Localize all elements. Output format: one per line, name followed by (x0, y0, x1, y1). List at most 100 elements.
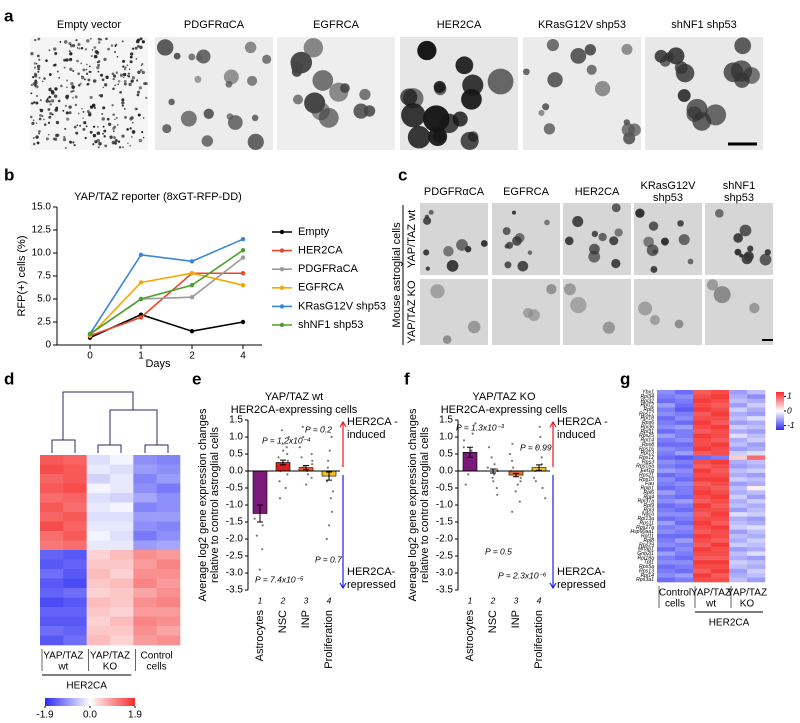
heatmap-cell (657, 568, 676, 574)
gene-point (462, 439, 466, 442)
cell (430, 284, 445, 299)
heatmap-cell (156, 521, 181, 532)
gene-point (544, 497, 547, 500)
heatmap-cell (86, 464, 111, 475)
cell (69, 57, 73, 61)
cell (132, 121, 134, 124)
heatmap-cell (675, 407, 694, 413)
heatmap-cell (693, 507, 712, 513)
heatmap-cell (63, 616, 87, 627)
cell (100, 73, 104, 77)
heatmap-cell (693, 503, 712, 509)
heatmap-cell (729, 424, 748, 430)
line (89, 249, 244, 335)
group-label: Mouse astroglial cells (391, 222, 403, 328)
heatmap-cell (40, 626, 64, 636)
cell (130, 135, 133, 138)
cell (97, 63, 101, 67)
gene-point (286, 452, 289, 456)
category-number: 1 (468, 595, 473, 605)
gene-point (540, 456, 543, 459)
cell (87, 78, 91, 82)
chart-title: HER2CA-expressing cells (441, 404, 568, 416)
heatmap-cell (729, 398, 748, 404)
column-label: EGFRCA (503, 186, 550, 198)
cell (33, 101, 36, 104)
heatmap-cell (657, 555, 676, 561)
heatmap-cell (133, 550, 157, 560)
heatmap-cell (86, 626, 111, 636)
cell (72, 69, 75, 73)
cell (251, 114, 259, 122)
colorbar-label: -1 (787, 420, 795, 430)
cell (85, 68, 88, 71)
heatmap-cell (693, 512, 712, 517)
x-tick-label: Astrocytes (464, 610, 476, 662)
micrograph (563, 279, 631, 345)
cell (47, 108, 51, 111)
cell (654, 49, 668, 63)
cell (102, 125, 105, 128)
cell (39, 99, 42, 102)
cell (74, 95, 78, 99)
cell (65, 147, 67, 149)
cell (75, 39, 78, 42)
column-label: HER2CA (575, 186, 620, 198)
cell (112, 87, 115, 90)
gene-point (328, 524, 331, 527)
x-tick-label: INP (510, 610, 522, 628)
gene-point (470, 449, 473, 452)
point (240, 248, 246, 253)
cell (56, 133, 60, 137)
heatmap-cell (675, 577, 694, 583)
cell (128, 82, 132, 87)
row-label: Rps11 (639, 520, 654, 526)
heatmap-cell (747, 477, 766, 482)
cell (98, 94, 101, 97)
cell (425, 266, 430, 271)
cell (121, 146, 124, 149)
cell (542, 103, 550, 111)
cell (543, 123, 556, 135)
gene-point (282, 449, 285, 452)
cell (90, 55, 93, 58)
micrograph (420, 203, 488, 275)
y-tick-label: 2.5 (37, 317, 51, 328)
y-tick-label: 0.5 (229, 449, 243, 460)
cell (55, 106, 59, 110)
heatmap-cell (711, 403, 730, 408)
heatmap-cell (747, 481, 766, 487)
micrograph (705, 279, 773, 345)
heatmap-cell (110, 493, 134, 503)
heatmap-cell (711, 438, 730, 443)
cell (638, 301, 653, 316)
heatmap-cell (133, 531, 157, 541)
heatmap-cell (675, 416, 694, 421)
cell (122, 65, 125, 68)
cell (487, 68, 514, 95)
gene-point (281, 442, 284, 445)
heatmap-cell (675, 403, 694, 408)
gene-point (514, 490, 517, 493)
cell (51, 113, 54, 116)
heatmap-cell (711, 477, 730, 482)
image-label: Empty vector (57, 19, 122, 31)
heatmap-cell (747, 568, 766, 574)
chart-title: YAP/TAZ wt (265, 391, 323, 403)
heatmap-cell (63, 540, 87, 551)
heatmap-cell (747, 459, 766, 465)
heatmap-cell (747, 486, 766, 491)
heatmap-cell (86, 502, 111, 513)
x-tick-label: 1 (138, 351, 144, 362)
heatmap-cell (729, 464, 748, 469)
heatmap-cell (657, 490, 676, 496)
error-bar (536, 464, 542, 471)
cell (117, 140, 121, 143)
cell (105, 37, 108, 41)
x-tick-label: NSC (487, 610, 499, 633)
y-tick-label: -1.5 (436, 517, 454, 528)
cell (103, 129, 107, 133)
cell (290, 51, 313, 74)
heatmap-cell (40, 464, 64, 475)
heatmap-cell (63, 502, 87, 513)
